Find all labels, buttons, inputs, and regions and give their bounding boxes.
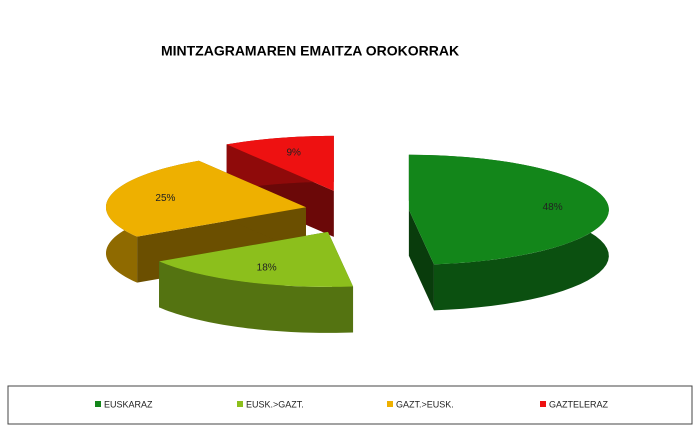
legend-label: EUSK.>GAZT. [246,399,304,409]
slice: 18% [159,231,354,333]
slice-top [408,154,609,265]
slice-top [105,160,306,237]
slice: 9% [226,135,334,237]
slice-top [226,135,334,191]
slice-wall [159,261,354,333]
data-label: 48% [543,202,563,213]
legend-swatch [540,401,546,407]
slice-side [408,209,434,311]
legend-box [7,385,693,425]
slice-top [159,231,354,287]
legend-swatch [387,401,393,407]
slice: 48% [408,154,609,311]
chart-title: MINTZAGRAMAREN EMAITZA OROKORRAK [161,43,459,59]
data-label: 25% [155,193,175,204]
legend-label: GAZTELERAZ [549,399,609,409]
legend-swatch [237,401,243,407]
legend-swatch [95,401,101,407]
data-label: 9% [286,147,301,158]
legend-label: GAZT.>EUSK. [396,399,454,409]
legend-label: EUSKARAZ [104,399,153,409]
data-label: 18% [257,262,277,273]
